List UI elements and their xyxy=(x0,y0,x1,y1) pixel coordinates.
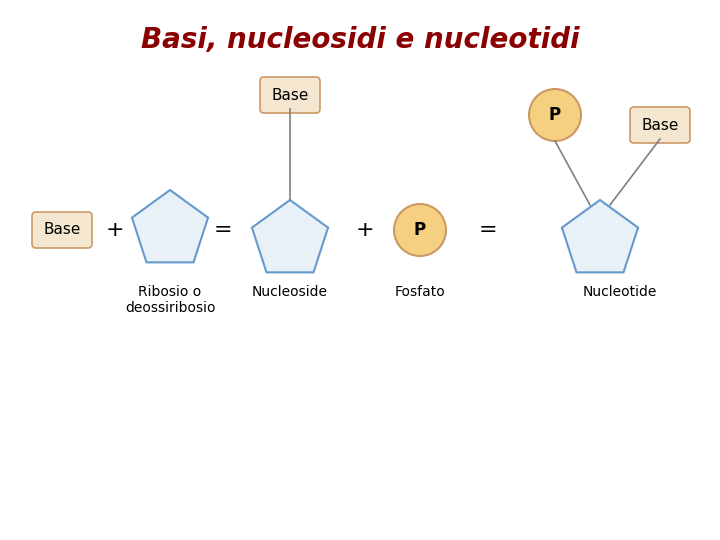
FancyBboxPatch shape xyxy=(260,77,320,113)
Text: Nucleotide: Nucleotide xyxy=(582,285,657,299)
Text: P: P xyxy=(414,221,426,239)
FancyBboxPatch shape xyxy=(630,107,690,143)
Text: Base: Base xyxy=(271,87,309,103)
Text: =: = xyxy=(479,220,498,240)
Text: Ribosio o
deossiribosio: Ribosio o deossiribosio xyxy=(125,285,215,315)
FancyBboxPatch shape xyxy=(32,212,92,248)
Text: Fosfato: Fosfato xyxy=(395,285,446,299)
Text: Nucleoside: Nucleoside xyxy=(252,285,328,299)
Text: +: + xyxy=(356,220,374,240)
Polygon shape xyxy=(132,190,208,262)
Text: +: + xyxy=(106,220,125,240)
Text: P: P xyxy=(549,106,561,124)
Polygon shape xyxy=(252,200,328,272)
Text: Base: Base xyxy=(642,118,679,132)
Ellipse shape xyxy=(529,89,581,141)
Text: Basi, nucleosidi e nucleotidi: Basi, nucleosidi e nucleotidi xyxy=(140,26,580,54)
Polygon shape xyxy=(562,200,638,272)
Ellipse shape xyxy=(394,204,446,256)
Text: Base: Base xyxy=(43,222,81,238)
Text: =: = xyxy=(214,220,233,240)
